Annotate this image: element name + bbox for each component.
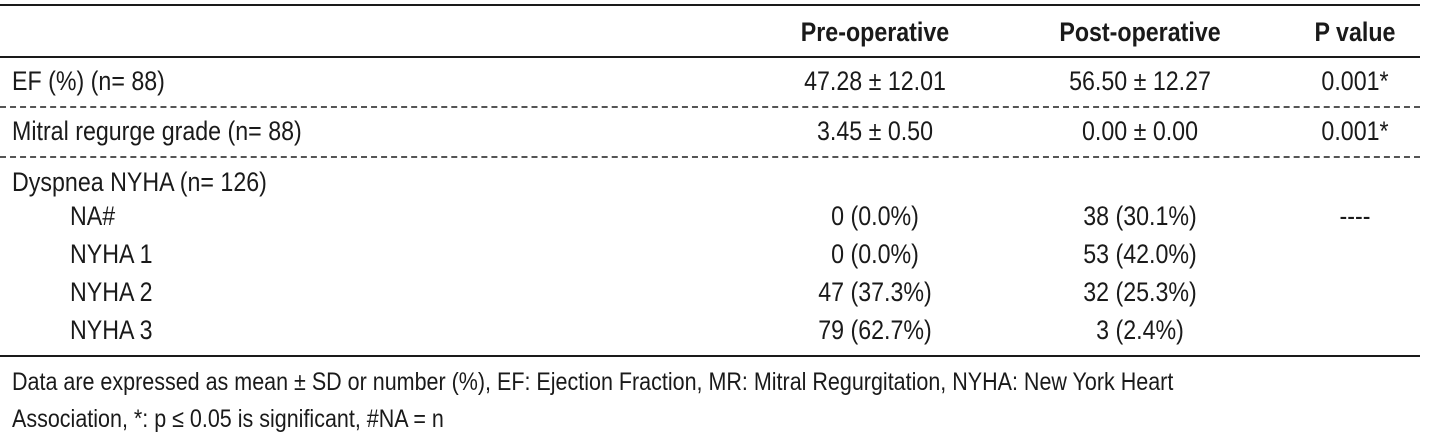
row-divider [0, 106, 1420, 108]
row-label-dyspnea: Dyspnea NYHA (n= 126) [12, 167, 267, 197]
cell-na-p: ---- [1339, 201, 1371, 231]
cell-ef-pre: 47.28 ± 12.01 [804, 66, 946, 96]
header-p-value: P value [1314, 17, 1396, 47]
cell-nyha1-post: 53 (42.0%) [1083, 239, 1197, 269]
cell-mitral-p: 0.001* [1321, 116, 1389, 146]
subrow-label-na: NA# [70, 201, 116, 231]
header-rule [0, 56, 1420, 58]
footnote-line-2: Association, *: p ≤ 0.05 is significant,… [12, 405, 444, 433]
table-top-rule [0, 4, 1420, 6]
footnote-line-1: Data are expressed as mean ± SD or numbe… [12, 368, 1174, 396]
subrow-label-nyha2: NYHA 2 [70, 277, 153, 307]
cell-mitral-pre: 3.45 ± 0.50 [816, 116, 934, 146]
subrow-label-nyha3: NYHA 3 [70, 315, 153, 345]
cell-ef-post: 56.50 ± 12.27 [1069, 66, 1211, 96]
cell-mitral-post: 0.00 ± 0.00 [1081, 116, 1199, 146]
table-bottom-rule [0, 355, 1420, 357]
cell-nyha2-pre: 47 (37.3%) [818, 277, 932, 307]
cell-nyha3-pre: 79 (62.7%) [818, 315, 932, 345]
cell-nyha2-post: 32 (25.3%) [1083, 277, 1197, 307]
cell-na-post: 38 (30.1%) [1083, 201, 1197, 231]
cell-nyha1-pre: 0 (0.0%) [831, 239, 919, 269]
cell-na-pre: 0 (0.0%) [831, 201, 919, 231]
cell-ef-p: 0.001* [1321, 66, 1389, 96]
subrow-label-nyha1: NYHA 1 [70, 239, 153, 269]
header-post-operative: Post-operative [1059, 17, 1221, 47]
row-label-mitral: Mitral regurge grade (n= 88) [12, 116, 302, 146]
header-pre-operative: Pre-operative [800, 17, 950, 47]
cell-nyha3-post: 3 (2.4%) [1096, 315, 1184, 345]
row-label-ef: EF (%) (n= 88) [12, 66, 165, 96]
row-divider [0, 156, 1420, 158]
